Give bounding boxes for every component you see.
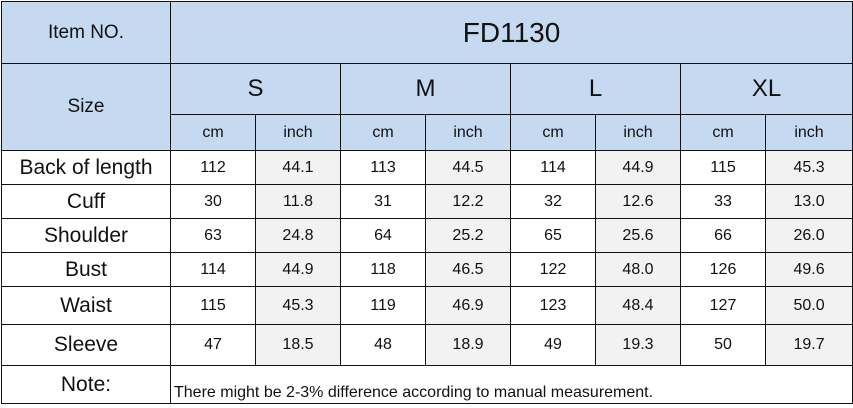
- cell-value: 11.8: [255, 184, 341, 219]
- table-row: Waist 115 45.3 119 46.9 123 48.4 127 50.…: [1, 286, 853, 325]
- row-label: Cuff: [1, 184, 171, 219]
- cell-value: 127: [680, 286, 766, 325]
- size-l: L: [510, 63, 681, 115]
- cell-value: 44.1: [255, 150, 341, 185]
- cell-value: 25.6: [595, 218, 681, 253]
- unit-inch: inch: [764, 114, 853, 151]
- size-xl: XL: [679, 63, 853, 115]
- table-row: Back of length 112 44.1 113 44.5 114 44.…: [1, 150, 853, 185]
- cell-value: 48: [340, 324, 426, 366]
- cell-value: 64: [340, 218, 426, 253]
- cell-value: 18.5: [255, 324, 341, 366]
- unit-cm: cm: [340, 114, 426, 151]
- cell-value: 44.9: [595, 150, 681, 185]
- row-label: Shoulder: [1, 218, 171, 253]
- table-row: Bust 114 44.9 118 46.5 122 48.0 126 49.6: [1, 252, 853, 287]
- row-label: Bust: [1, 252, 171, 287]
- cell-value: 13.0: [764, 184, 853, 219]
- cell-value: 31: [340, 184, 426, 219]
- cell-value: 122: [510, 252, 596, 287]
- cell-value: 50: [680, 324, 766, 366]
- note-label: Note:: [1, 365, 171, 404]
- cell-value: 63: [170, 218, 256, 253]
- cell-value: 126: [680, 252, 766, 287]
- cell-value: 44.9: [255, 252, 341, 287]
- cell-value: 25.2: [425, 218, 511, 253]
- cell-value: 26.0: [764, 218, 853, 253]
- size-m: M: [340, 63, 511, 115]
- cell-value: 48.4: [595, 286, 681, 325]
- cell-value: 115: [170, 286, 256, 325]
- size-label: Size: [1, 63, 171, 151]
- cell-value: 45.3: [764, 150, 853, 185]
- table-row: Cuff 30 11.8 31 12.2 32 12.6 33 13.0: [1, 184, 853, 219]
- cell-value: 114: [170, 252, 256, 287]
- unit-row: cm inch cm inch cm inch cm inch: [2, 114, 853, 151]
- unit-cm: cm: [680, 114, 766, 151]
- row-label: Waist: [1, 286, 171, 325]
- cell-value: 18.9: [425, 324, 511, 366]
- item-number-label: Item NO.: [1, 1, 171, 64]
- cell-value: 12.6: [595, 184, 681, 219]
- item-row: Item NO. FD1130: [1, 1, 853, 64]
- cell-value: 44.5: [425, 150, 511, 185]
- item-number-value: FD1130: [169, 1, 853, 64]
- cell-value: 47: [170, 324, 256, 366]
- note-text: There might be 2-3% difference according…: [169, 365, 853, 404]
- unit-cm: cm: [510, 114, 596, 151]
- cell-value: 12.2: [425, 184, 511, 219]
- table-row: Sleeve 47 18.5 48 18.9 49 19.3 50 19.7: [1, 324, 853, 366]
- cell-value: 112: [170, 150, 256, 185]
- cell-value: 50.0: [764, 286, 853, 325]
- cell-value: 32: [510, 184, 596, 219]
- cell-value: 30: [170, 184, 256, 219]
- row-label: Sleeve: [1, 324, 171, 366]
- cell-value: 115: [680, 150, 766, 185]
- cell-value: 49: [510, 324, 596, 366]
- row-label: Back of length: [1, 150, 171, 185]
- cell-value: 123: [510, 286, 596, 325]
- cell-value: 113: [340, 150, 426, 185]
- cell-value: 118: [340, 252, 426, 287]
- size-row: Size S M L XL: [1, 63, 853, 151]
- cell-value: 19.7: [764, 324, 853, 366]
- cell-value: 46.9: [425, 286, 511, 325]
- cell-value: 45.3: [255, 286, 341, 325]
- unit-inch: inch: [425, 114, 511, 151]
- cell-value: 19.3: [595, 324, 681, 366]
- unit-cm: cm: [170, 114, 256, 151]
- cell-value: 65: [510, 218, 596, 253]
- unit-inch: inch: [255, 114, 341, 151]
- cell-value: 49.6: [764, 252, 853, 287]
- table-row: Shoulder 63 24.8 64 25.2 65 25.6 66 26.0: [1, 218, 853, 253]
- cell-value: 48.0: [595, 252, 681, 287]
- cell-value: 66: [680, 218, 766, 253]
- cell-value: 119: [340, 286, 426, 325]
- unit-inch: inch: [595, 114, 681, 151]
- cell-value: 46.5: [425, 252, 511, 287]
- cell-value: 33: [680, 184, 766, 219]
- cell-value: 24.8: [255, 218, 341, 253]
- note-row: Note: There might be 2-3% difference acc…: [1, 365, 853, 404]
- cell-value: 114: [510, 150, 596, 185]
- size-s: S: [170, 63, 341, 115]
